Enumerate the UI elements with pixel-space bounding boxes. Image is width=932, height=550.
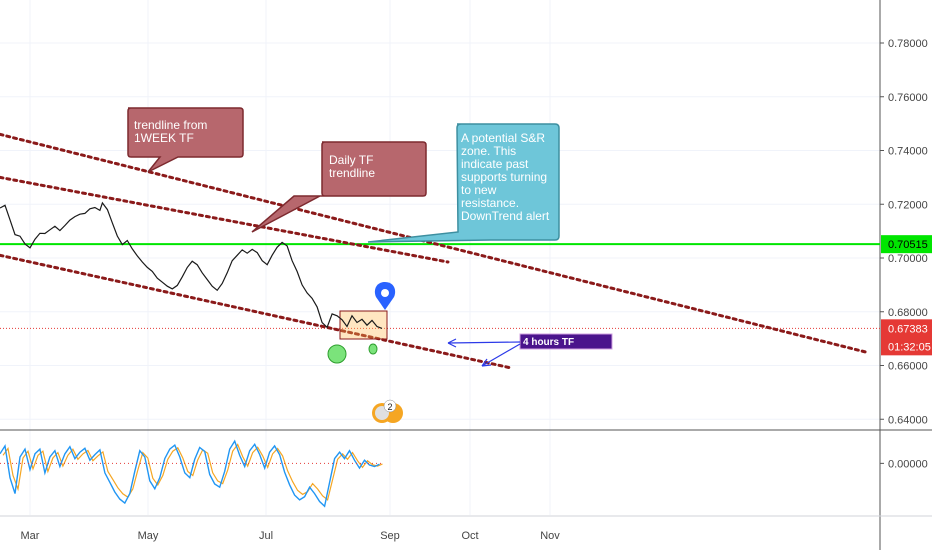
arrow-head-1 [447,338,457,348]
arrow-head-2 [481,358,492,367]
price-series [0,201,383,329]
countdown-label: 01:32:05 [888,341,931,353]
arrow-line-1 [447,341,521,344]
price-tick-label: 0.78000 [888,38,928,50]
resistance-price-label: 0.70515 [888,239,928,251]
indicator-main-series [0,439,380,508]
time-tick-label: Jul [259,530,273,542]
time-tick-label: Nov [540,530,560,542]
price-tick-label: 0.76000 [888,92,928,104]
trendline-2 [0,175,450,264]
event-count-bubble [383,399,397,413]
price-tick-label: 0.68000 [888,307,928,319]
trendline-1 [0,132,870,355]
time-tick-label: Mar [21,530,40,542]
indicator-signal-series [2,443,383,501]
price-tick-label: 0.70000 [888,253,928,265]
price-tick-label: 0.66000 [888,361,928,373]
four-hours-label-box [519,333,613,350]
price-tick-label: 0.72000 [888,199,928,211]
weekly-trendline-callout [127,107,244,173]
price-tick-label: 0.64000 [888,414,928,426]
arrow-line-2 [481,343,521,367]
current-price-label: 0.67383 [888,323,928,335]
time-tick-label: Oct [461,530,478,542]
map-pin-dot [381,289,389,297]
price-tick-label: 0.74000 [888,146,928,158]
indicator-tick-label: 0.00000 [888,458,928,470]
support-marker-large [327,344,347,364]
event-count: 2 [387,402,392,412]
daily-trendline-callout [251,141,427,233]
time-tick-label: Sep [380,530,400,542]
time-tick-label: May [138,530,159,542]
sr-zone-callout [367,123,560,243]
resistance-price-tag [881,235,932,254]
support-marker-small [368,343,378,355]
current-price-tag [881,319,932,356]
four-hours-label: 4 hours TF [523,337,574,348]
trendline-3 [0,253,514,370]
